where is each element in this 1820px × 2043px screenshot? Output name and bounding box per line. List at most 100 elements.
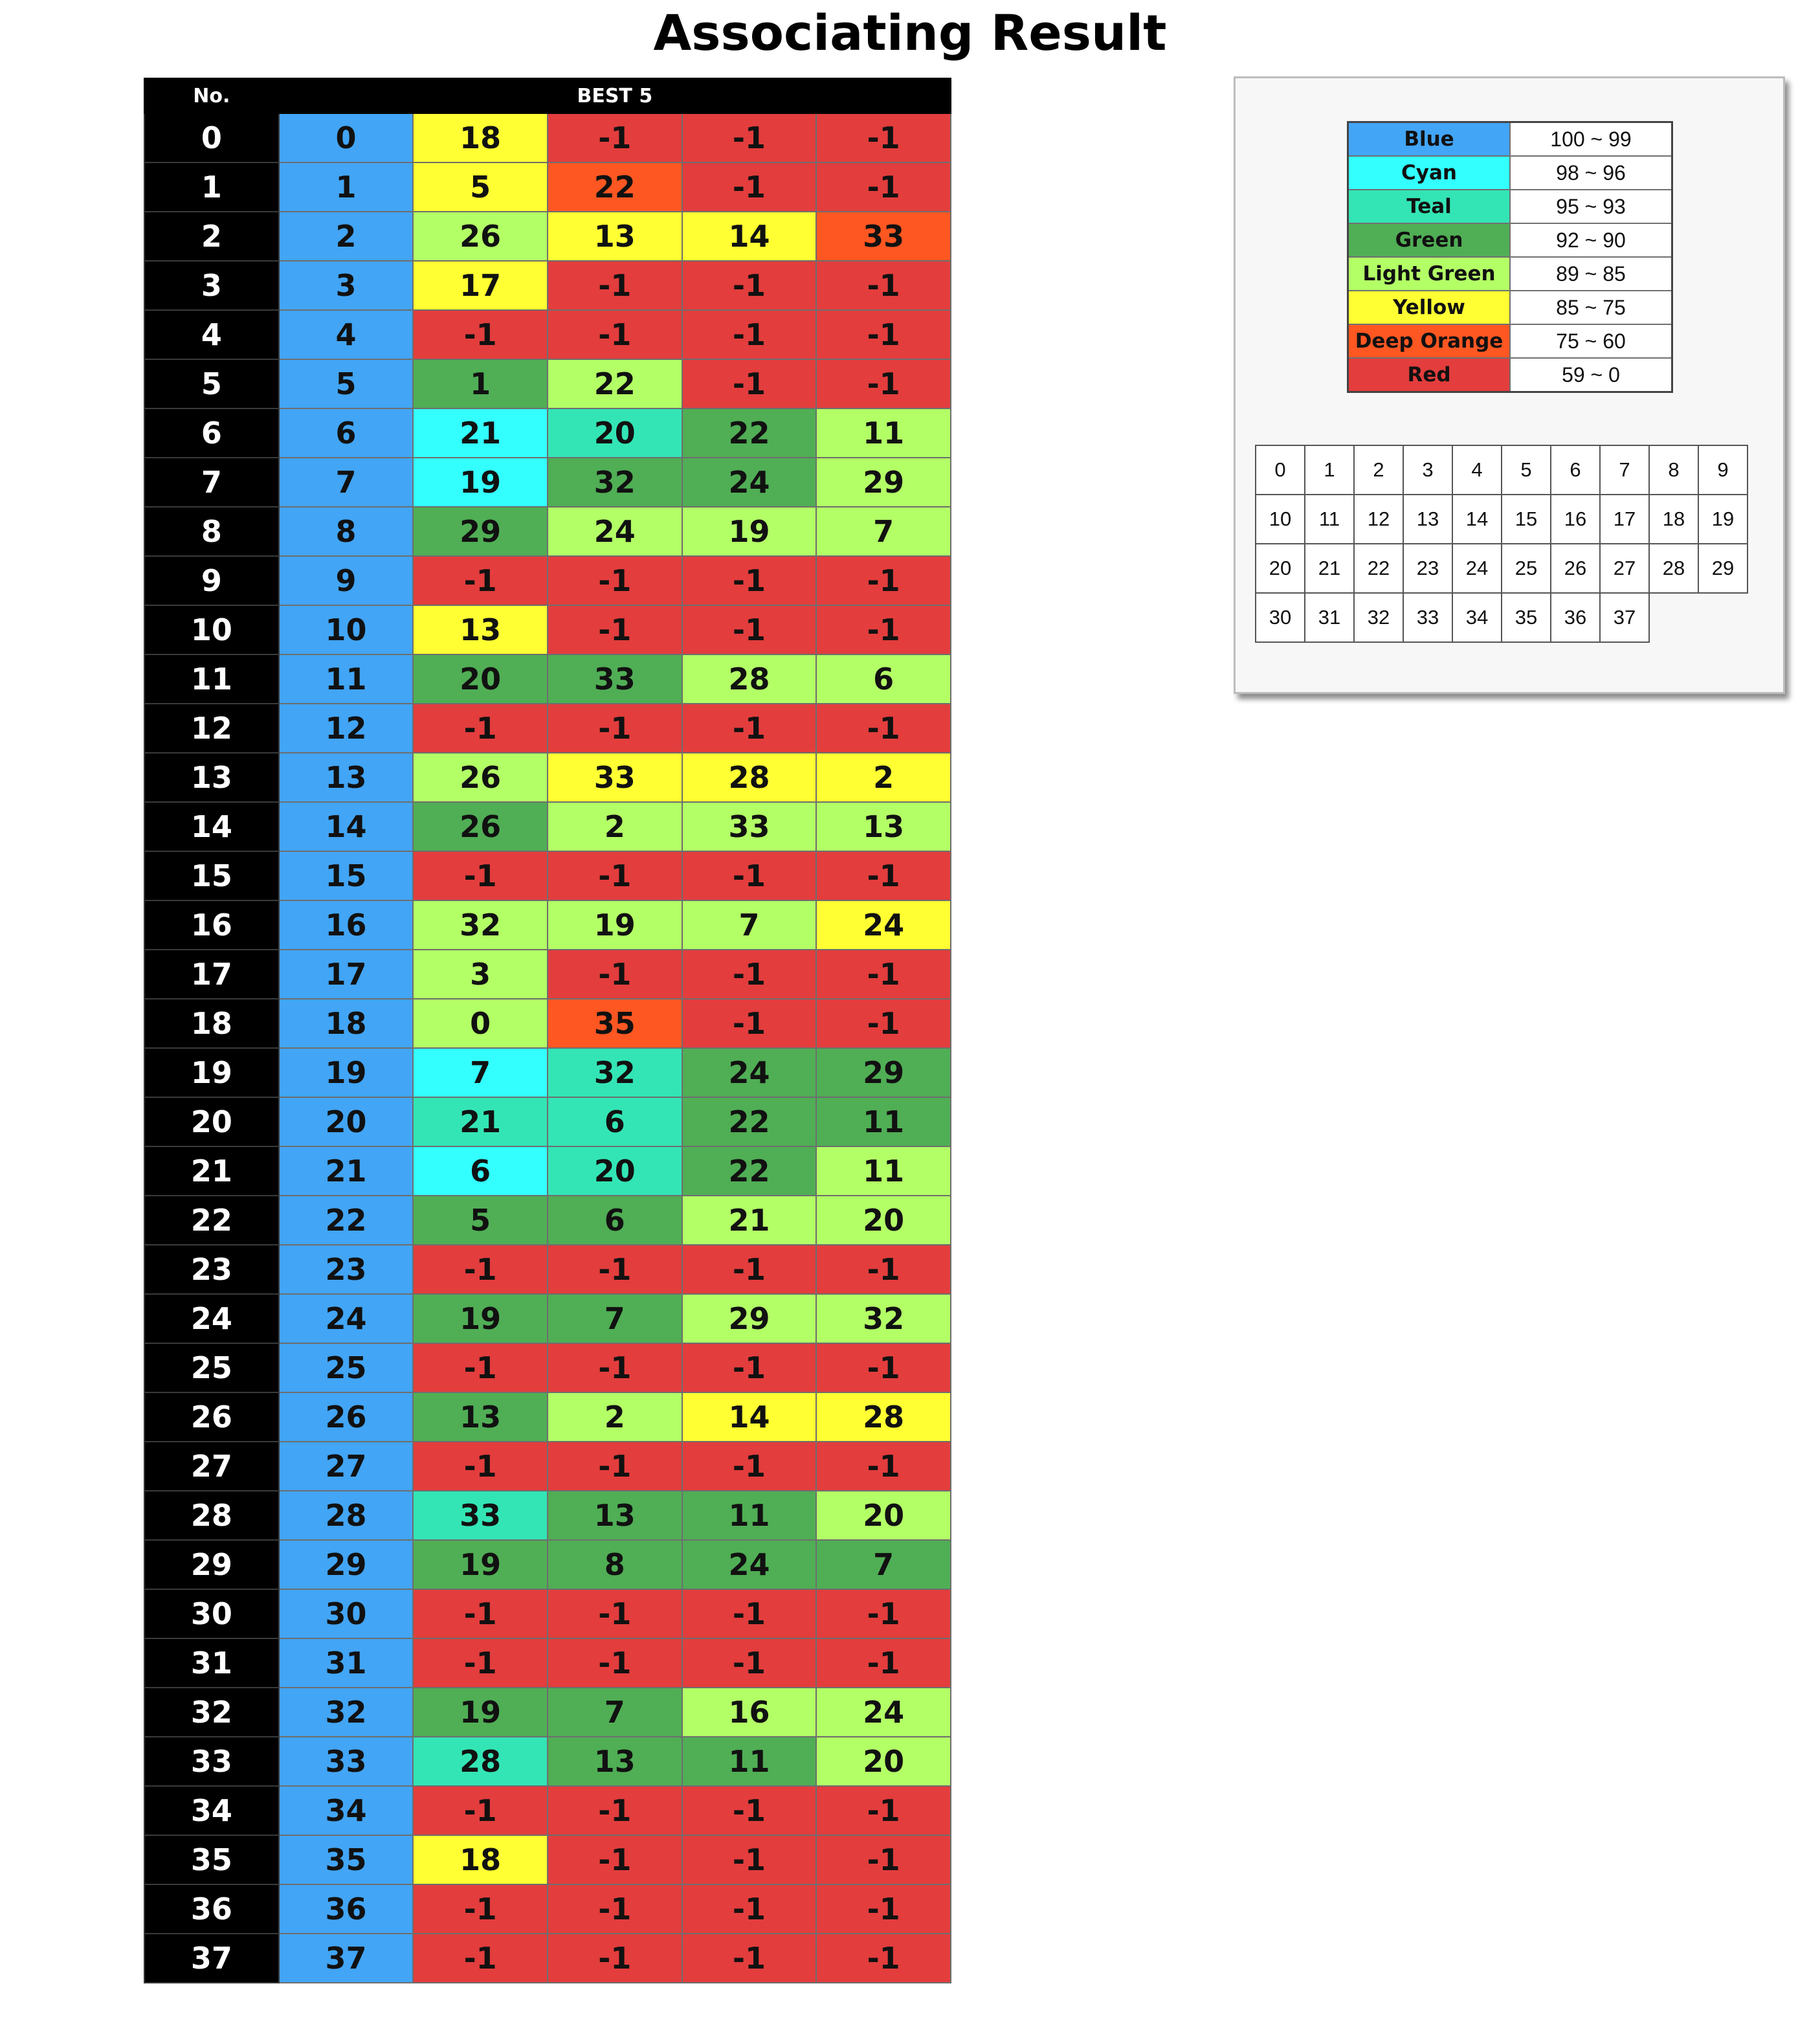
result-cell: 32 <box>816 1293 951 1344</box>
row-number: 33 <box>144 1736 280 1787</box>
result-cell: -1 <box>816 1638 951 1688</box>
result-cell: 29 <box>412 506 548 557</box>
result-cell: 19 <box>412 1293 548 1344</box>
result-cell: 5 <box>278 359 414 409</box>
result-cell: 28 <box>681 752 817 803</box>
row-number: 35 <box>144 1835 280 1885</box>
result-cell: -1 <box>546 555 683 606</box>
result-cell: -1 <box>681 1441 817 1491</box>
result-cell: -1 <box>816 1589 951 1639</box>
result-cell: 18 <box>412 113 548 163</box>
legend-color-name: Green <box>1347 223 1511 258</box>
table-row: 32 32 19 7 16 24 <box>144 1687 951 1737</box>
result-cell: -1 <box>681 1343 817 1393</box>
row-number: 3 <box>144 260 280 311</box>
result-cell: 2 <box>546 801 683 852</box>
grid-row: 20 21 22 23 24 25 26 27 28 29 <box>1255 543 1748 594</box>
result-cell: 5 <box>412 162 548 212</box>
result-cell: 32 <box>412 900 548 950</box>
result-cell: 13 <box>412 1392 548 1442</box>
result-cell: -1 <box>546 113 683 163</box>
result-cell: -1 <box>546 1835 683 1885</box>
table-row: 11 11 20 33 28 6 <box>144 654 951 704</box>
legend-range: 85 ~ 75 <box>1509 290 1673 325</box>
result-cell: 3 <box>278 260 414 311</box>
table-row: 14 14 26 2 33 13 <box>144 801 951 852</box>
grid-cell: 29 <box>1698 543 1748 594</box>
result-cell: -1 <box>681 605 817 655</box>
table-row: 7 7 19 32 24 29 <box>144 457 951 508</box>
result-cell: 3 <box>412 949 548 999</box>
result-cell: 13 <box>816 801 951 852</box>
result-cell: -1 <box>546 851 683 901</box>
row-number: 8 <box>144 506 280 557</box>
result-cell: -1 <box>546 605 683 655</box>
row-number: 19 <box>144 1047 280 1098</box>
result-cell: 22 <box>681 1146 817 1196</box>
table-row: 27 27 -1 -1 -1 -1 <box>144 1441 951 1491</box>
row-number: 13 <box>144 752 280 803</box>
result-cell: -1 <box>816 555 951 606</box>
result-cell: 11 <box>681 1490 817 1541</box>
result-cell: 5 <box>412 1195 548 1245</box>
result-cell: 19 <box>412 1687 548 1737</box>
result-cell: -1 <box>546 1785 683 1836</box>
legend-row: Blue 100 ~ 99 <box>1347 121 1673 157</box>
grid-cell: 6 <box>1550 445 1601 495</box>
result-cell: 22 <box>681 1097 817 1147</box>
legend-range: 98 ~ 96 <box>1509 155 1673 190</box>
result-cell: 33 <box>546 752 683 803</box>
result-cell: 33 <box>681 801 817 852</box>
row-number: 5 <box>144 359 280 409</box>
result-cell: 22 <box>546 162 683 212</box>
result-cell: 27 <box>278 1441 414 1491</box>
grid-cell: 28 <box>1648 543 1699 594</box>
result-cell: -1 <box>546 309 683 360</box>
result-cell: 29 <box>681 1293 817 1344</box>
row-number: 32 <box>144 1687 280 1737</box>
grid-cell: 8 <box>1648 445 1699 495</box>
table-row: 30 30 -1 -1 -1 -1 <box>144 1589 951 1639</box>
legend-range: 100 ~ 99 <box>1509 121 1673 157</box>
grid-cell: 31 <box>1304 592 1355 643</box>
legend-color-name: Deep Orange <box>1347 324 1511 359</box>
result-cell: -1 <box>816 605 951 655</box>
result-cell: 13 <box>546 1490 683 1541</box>
legend-range: 59 ~ 0 <box>1509 357 1673 393</box>
row-number: 2 <box>144 211 280 262</box>
result-cell: -1 <box>546 1638 683 1688</box>
grid-cell: 24 <box>1452 543 1502 594</box>
result-cell: 25 <box>278 1343 414 1393</box>
table-row: 18 18 0 35 -1 -1 <box>144 998 951 1049</box>
row-number: 24 <box>144 1293 280 1344</box>
legend-range: 89 ~ 85 <box>1509 256 1673 291</box>
grid-cell: 36 <box>1550 592 1601 643</box>
result-cell: -1 <box>546 703 683 754</box>
grid-cell: 10 <box>1255 494 1305 544</box>
header-no: No. <box>144 78 280 114</box>
grid-cell: 32 <box>1353 592 1404 643</box>
table-row: 28 28 33 13 11 20 <box>144 1490 951 1541</box>
result-cell: -1 <box>681 1785 817 1836</box>
result-cell: -1 <box>546 1589 683 1639</box>
result-cell: -1 <box>546 949 683 999</box>
result-cell: 7 <box>681 900 817 950</box>
result-cell: -1 <box>546 1441 683 1491</box>
row-number: 11 <box>144 654 280 704</box>
result-cell: 13 <box>412 605 548 655</box>
grid-cell: 20 <box>1255 543 1305 594</box>
table-row: 22 22 5 6 21 20 <box>144 1195 951 1245</box>
row-number: 27 <box>144 1441 280 1491</box>
row-number: 12 <box>144 703 280 754</box>
result-cell: 29 <box>816 457 951 508</box>
page-title: Associating Result <box>653 4 1167 61</box>
result-cell: 17 <box>278 949 414 999</box>
result-cell: 34 <box>278 1785 414 1836</box>
result-cell: -1 <box>412 851 548 901</box>
result-cell: -1 <box>681 260 817 311</box>
result-cell: -1 <box>816 949 951 999</box>
result-cell: 29 <box>278 1539 414 1590</box>
result-cell: 24 <box>546 506 683 557</box>
result-cell: 6 <box>546 1097 683 1147</box>
